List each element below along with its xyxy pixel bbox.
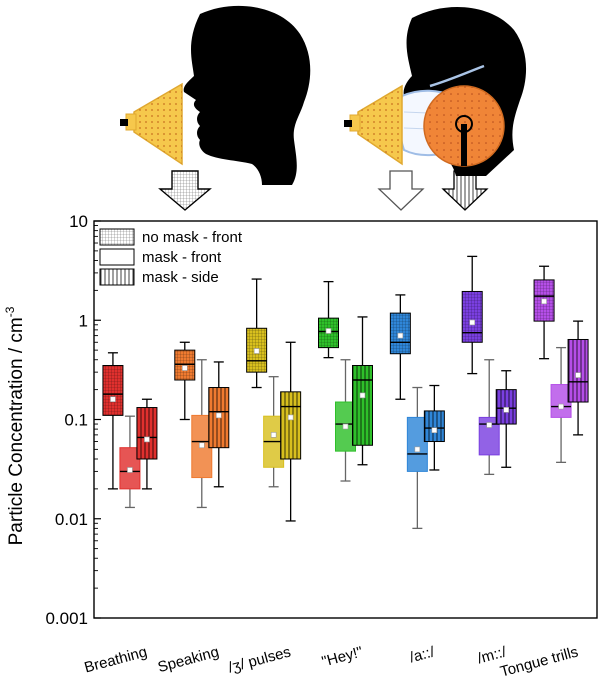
box-2-0 <box>136 398 158 490</box>
box-1-6 <box>550 346 572 464</box>
box-pattern <box>136 407 157 459</box>
box-pattern <box>496 389 517 425</box>
box-pattern <box>568 339 589 403</box>
mean-marker <box>414 446 421 453</box>
box-0-6 <box>533 265 555 360</box>
mean-marker <box>144 436 150 443</box>
mean-marker <box>181 365 188 371</box>
box-2-5 <box>495 370 517 468</box>
legend-item: no mask - front <box>99 228 243 246</box>
mask-strap <box>429 64 485 88</box>
box-1-3 <box>335 359 356 482</box>
mean-marker <box>110 396 116 403</box>
box-pattern <box>352 365 373 446</box>
y-axis-label-superscript: -3 <box>3 306 17 317</box>
down-arrow-open <box>377 170 425 211</box>
box-0-1 <box>174 341 196 421</box>
legend-label: no mask - front <box>142 229 243 246</box>
x-tick-label: /ʒ/ pulses <box>226 643 292 676</box>
y-tick-label: 0.01 <box>55 510 88 529</box>
box-0-4 <box>389 294 411 400</box>
box-2-1 <box>208 361 230 488</box>
x-tick-label: Speaking <box>156 643 221 676</box>
box-pattern <box>424 410 445 442</box>
legend-swatch-pattern <box>99 228 135 246</box>
box-0-5 <box>461 255 483 375</box>
y-axis-label: Particle Concentration / cm-3 <box>3 306 27 545</box>
box-pattern <box>280 391 301 459</box>
y-tick-label: 10 <box>69 212 88 231</box>
illustration-mask <box>344 6 527 211</box>
mean-marker <box>287 414 294 421</box>
side-collector-stem <box>461 124 467 166</box>
mean-marker <box>342 423 349 430</box>
legend-swatch <box>99 248 135 266</box>
x-axis: Breathing Speaking/ʒ/ pulses "Hey!"/a:://m… <box>83 643 581 680</box>
box-2-4 <box>423 384 445 471</box>
mean-marker <box>397 332 404 339</box>
box-pattern <box>174 350 195 381</box>
mean-marker <box>325 328 332 334</box>
x-tick-label: "Hey!" <box>320 643 364 670</box>
collector-nozzle-right <box>344 120 352 127</box>
box-pattern <box>462 291 483 343</box>
down-arrow-vertical <box>441 170 489 211</box>
box-2-6 <box>567 320 589 436</box>
box-body <box>478 416 500 456</box>
y-axis: 0.001 0.01 0.1 1 10 <box>45 212 101 628</box>
legend-item: mask - front <box>99 248 222 266</box>
mean-marker <box>270 432 277 438</box>
down-arrow-grid <box>158 170 212 211</box>
x-tick-label: /a::/ <box>408 643 437 666</box>
box-1-4 <box>406 386 428 530</box>
mean-marker <box>198 442 205 449</box>
mean-marker <box>541 298 547 305</box>
legend-item: mask - side <box>99 268 219 286</box>
illustration-no-mask <box>120 5 311 211</box>
y-tick-label: 0.001 <box>45 609 88 628</box>
box-2-2 <box>280 341 302 522</box>
box-0-3 <box>318 280 339 359</box>
legend-swatch-pattern <box>99 268 135 286</box>
mean-marker <box>558 403 564 410</box>
mean-marker <box>431 427 438 434</box>
box-pattern <box>102 365 123 416</box>
legend-label: mask - side <box>142 269 219 286</box>
box-1-5 <box>478 359 500 476</box>
box-0-2 <box>246 278 268 389</box>
mean-marker <box>359 392 366 399</box>
box-body <box>406 416 428 472</box>
head-silhouette-left <box>183 5 311 186</box>
mean-marker <box>486 422 493 428</box>
mean-marker <box>469 319 476 326</box>
x-tick-label: Tongue trills <box>498 643 580 680</box>
legend: no mask - front mask - front mask - side <box>99 228 243 286</box>
box-1-1 <box>191 359 213 509</box>
mean-marker <box>575 372 581 378</box>
box-plot: 0.001 0.01 0.1 1 10 Breathing Speaking/ʒ/ pul… <box>3 212 598 680</box>
collector-nozzle-left <box>120 119 128 126</box>
y-tick-label: 1 <box>79 311 88 330</box>
box-0-0 <box>102 352 124 490</box>
mean-marker <box>253 348 260 354</box>
y-tick-label: 0.1 <box>64 411 88 430</box>
boxes <box>102 255 589 530</box>
box-1-0 <box>119 415 141 509</box>
legend-label: mask - front <box>142 249 222 266</box>
mean-marker <box>503 407 510 413</box>
mean-marker <box>127 467 133 473</box>
x-tick-label: Breathing <box>83 643 149 676</box>
box-2-3 <box>352 316 373 466</box>
mean-marker <box>215 412 222 419</box>
